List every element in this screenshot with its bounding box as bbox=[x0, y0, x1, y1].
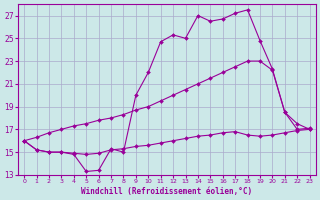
X-axis label: Windchill (Refroidissement éolien,°C): Windchill (Refroidissement éolien,°C) bbox=[81, 187, 252, 196]
